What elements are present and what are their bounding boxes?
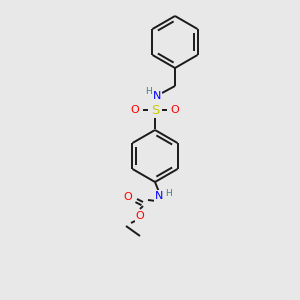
Text: O: O [130, 105, 140, 115]
Text: N: N [153, 91, 161, 101]
Text: O: O [124, 192, 132, 202]
Text: N: N [155, 191, 163, 201]
Text: S: S [151, 103, 159, 116]
Text: H: H [146, 86, 152, 95]
Text: O: O [171, 105, 179, 115]
Text: O: O [136, 211, 144, 221]
Text: H: H [165, 188, 171, 197]
